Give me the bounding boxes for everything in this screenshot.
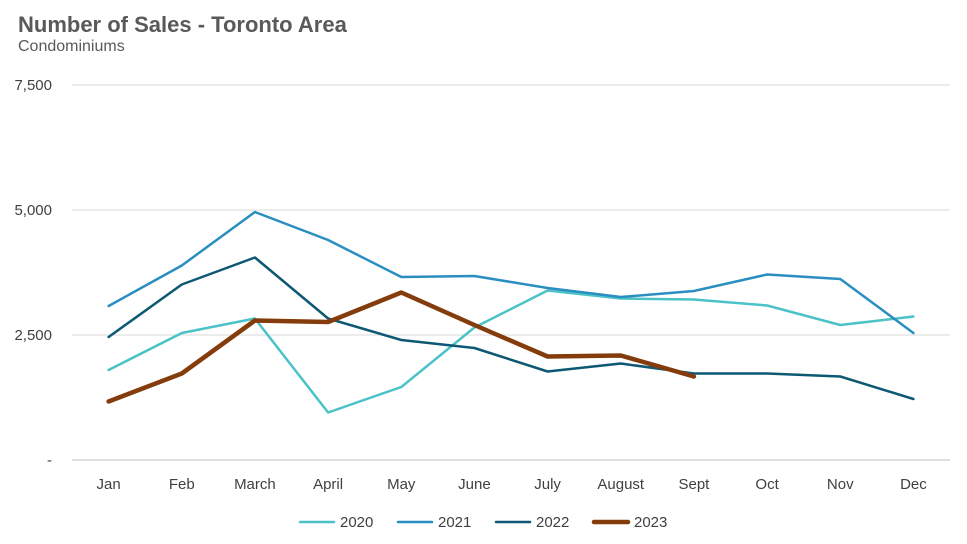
y-tick-label: 5,000 [14,202,52,219]
y-tick-label: 2,500 [14,327,52,344]
chart-subtitle: Condominiums [18,38,125,55]
series-line-2021 [107,210,915,335]
series-line-2022 [107,256,915,401]
legend-label-2022: 2022 [536,514,569,531]
y-axis-ticks: - 2,500 5,000 7,500 [14,77,52,469]
legend-label-2023: 2023 [634,514,667,531]
x-tick-label: Sept [678,476,710,493]
gridlines [72,84,950,461]
y-tick-label: - [47,452,52,469]
x-tick-label: Nov [827,476,854,493]
x-tick-label: June [458,476,491,493]
x-tick-label: Jan [96,476,120,493]
x-tick-label: March [234,476,276,493]
x-tick-label: May [387,476,416,493]
chart-title: Number of Sales - Toronto Area [18,12,347,37]
series-line-2023 [106,290,697,404]
x-axis-ticks: Jan Feb March April May June July August Sept Oct… [96,476,927,493]
x-tick-label: April [313,476,343,493]
x-tick-label: Dec [900,476,927,493]
legend-label-2021: 2021 [438,514,471,531]
x-tick-label: Oct [755,476,779,493]
y-tick-label: 7,500 [14,77,52,94]
x-tick-label: July [534,476,561,493]
series-line-2020 [107,289,915,414]
legend-label-2020: 2020 [340,514,373,531]
x-tick-label: August [597,476,645,493]
series-lines [106,210,915,414]
legend: 2020 2021 2022 2023 [298,514,667,531]
x-tick-label: Feb [169,476,195,493]
